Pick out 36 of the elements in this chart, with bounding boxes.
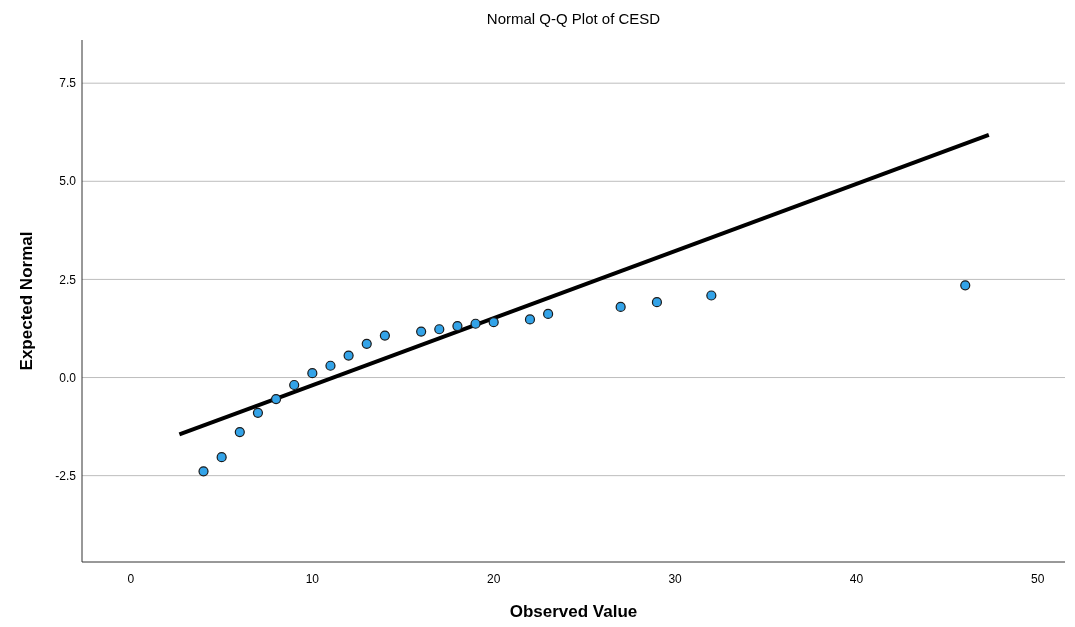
x-axis-title: Observed Value (509, 602, 638, 621)
point (343, 350, 354, 361)
x-tick-label: 10 (305, 572, 320, 586)
y-tick-label: 5.0 (59, 174, 77, 189)
point (470, 318, 481, 329)
point (270, 394, 282, 405)
point (252, 407, 264, 418)
point (325, 360, 336, 371)
point (706, 290, 717, 301)
y-tick-label: -2.5 (55, 468, 77, 483)
y-axis-title: Expected Normal (17, 231, 36, 371)
point (361, 338, 372, 349)
point (379, 330, 390, 341)
point (452, 321, 463, 332)
y-tick-label: 0.0 (59, 370, 77, 385)
y-tick-label: 7.5 (59, 76, 77, 91)
x-tick-label: 50 (1031, 572, 1045, 586)
x-tick-label: 30 (668, 572, 683, 586)
point (615, 301, 626, 312)
y-tick-label: 2.5 (59, 272, 77, 287)
point (960, 280, 971, 291)
x-tick-label: 40 (849, 572, 864, 586)
chart-title: Normal Q-Q Plot of CESD (486, 10, 661, 27)
point (434, 324, 445, 335)
point (543, 308, 554, 320)
point (488, 317, 499, 328)
x-tick-label: 20 (487, 572, 501, 586)
point (416, 326, 427, 337)
point (216, 452, 227, 463)
point (524, 314, 536, 325)
point (198, 466, 209, 477)
x-tick-label: 0 (127, 572, 135, 586)
point (234, 426, 245, 438)
point (289, 379, 300, 391)
point (307, 368, 318, 379)
point (651, 297, 663, 308)
